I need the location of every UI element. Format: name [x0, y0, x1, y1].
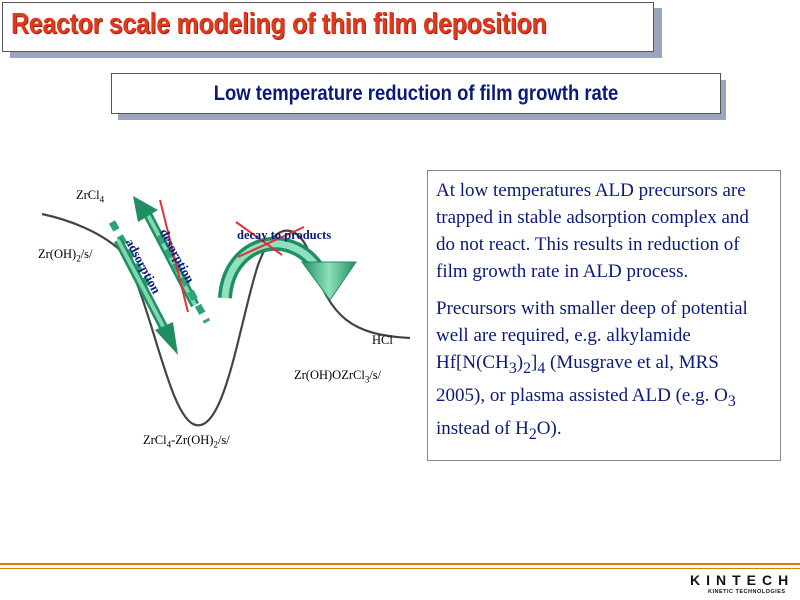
- decay-arrow: [218, 236, 357, 301]
- footer-rule: [0, 563, 800, 565]
- kintech-logo: KINTECH KINETIC TECHNOLOGIES: [690, 572, 794, 598]
- label-product: Zr(OH)OZrCl3/s/: [294, 368, 382, 385]
- potential-curve: [41, 212, 411, 427]
- slide-title: Reactor scale modeling of thin film depo…: [11, 8, 547, 40]
- label-decay: decay to products: [237, 228, 332, 242]
- desorption-cross: [159, 199, 189, 313]
- info-box: At low temperatures ALD precursors are t…: [427, 170, 781, 461]
- title-box: Reactor scale modeling of thin film depo…: [2, 2, 654, 52]
- desorption-dash: [156, 233, 211, 324]
- logo-tagline: KINETIC TECHNOLOGIES: [708, 589, 786, 595]
- info-paragraph-1: At low temperatures ALD precursors are t…: [436, 180, 749, 282]
- footer-rule-thin: [0, 568, 800, 569]
- desorption-arrow: [133, 196, 199, 308]
- logo-name: KINTECH: [690, 572, 795, 588]
- info-paragraph-2: Precursors with smaller deep of potentia…: [436, 298, 748, 443]
- label-adsorption-complex: ZrCl4-Zr(OH)2/s/: [143, 433, 230, 450]
- label-zroh2: Zr(OH)2/s/: [38, 247, 93, 264]
- label-zrcl4: ZrCl4: [76, 188, 105, 205]
- adsorption-arrow: [114, 237, 178, 355]
- slide-subtitle: Low temperature reduction of film growth…: [213, 82, 619, 105]
- label-hcl: HCl: [372, 333, 393, 347]
- subtitle-box: Low temperature reduction of film growth…: [111, 73, 721, 114]
- decay-cross: [235, 221, 305, 258]
